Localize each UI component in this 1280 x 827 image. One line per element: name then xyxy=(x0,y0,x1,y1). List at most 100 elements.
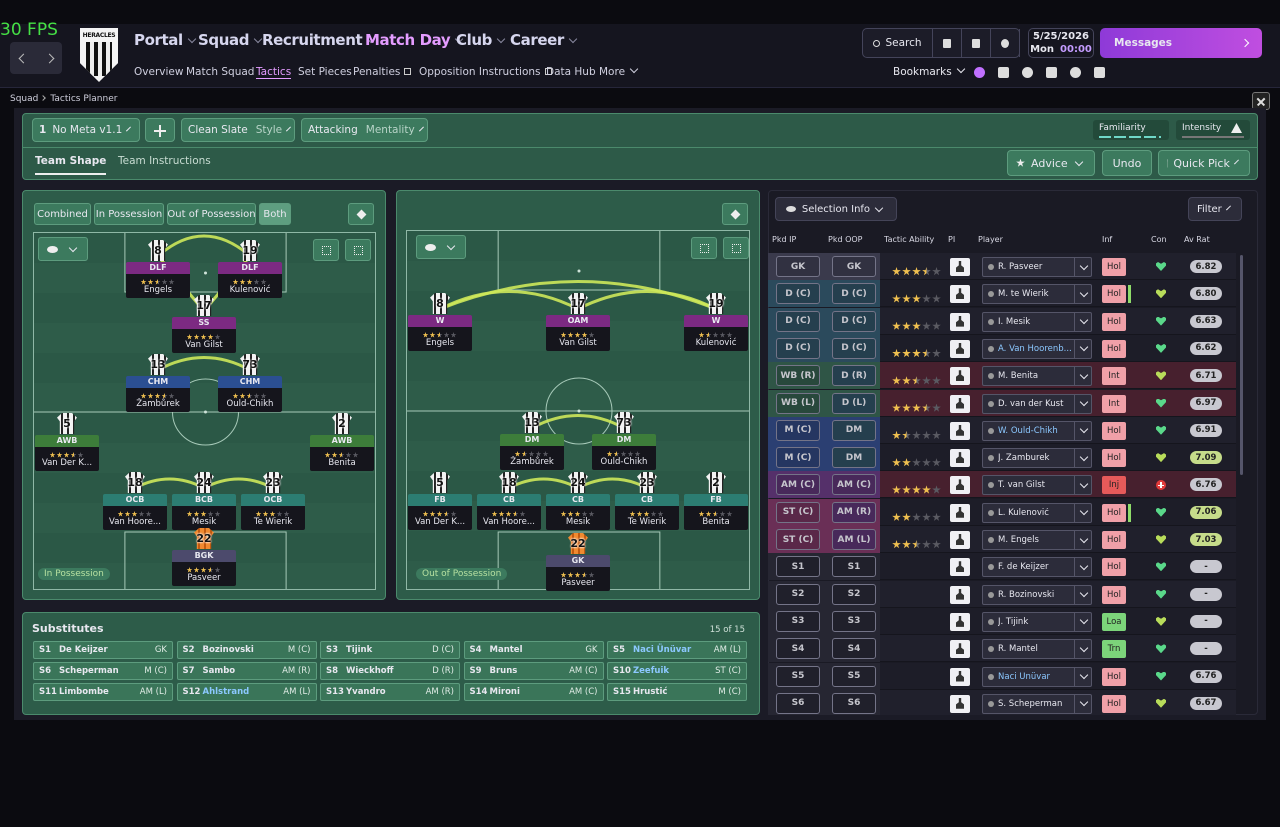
player-dropdown[interactable]: Naci Ünüvar xyxy=(982,666,1092,687)
settings-button[interactable] xyxy=(348,203,374,225)
column-header[interactable]: Inf xyxy=(1102,235,1113,244)
view-toggle[interactable]: Out of Possession xyxy=(167,203,256,225)
search-button[interactable]: Search xyxy=(863,29,933,57)
substitute[interactable]: S3 Tijink D (C) xyxy=(320,641,460,659)
pi-button[interactable] xyxy=(950,258,970,276)
player-dropdown[interactable]: A. Van Hoorenb... xyxy=(982,338,1092,359)
nav-submenu[interactable]: Set Pieces xyxy=(298,66,352,78)
nav-menu[interactable]: Recruitment xyxy=(262,31,378,49)
tab[interactable]: Team Shape xyxy=(35,155,107,175)
pi-button[interactable] xyxy=(950,339,970,358)
position-box[interactable]: WB (L) xyxy=(776,392,820,414)
substitute[interactable]: S7 Sambo AM (R) xyxy=(176,662,317,680)
position-box[interactable]: D (C) xyxy=(776,310,820,332)
pitch-tool-button[interactable] xyxy=(723,237,749,259)
shortcut-icon[interactable] xyxy=(1022,67,1033,78)
forward-button[interactable] xyxy=(44,53,54,63)
visibility-dropdown[interactable] xyxy=(38,237,88,261)
player-role[interactable]: SS xyxy=(172,317,236,329)
nav-submenu[interactable]: More xyxy=(599,64,641,78)
pi-button[interactable] xyxy=(950,367,970,386)
player-dropdown[interactable]: F. de Keijzer xyxy=(982,557,1092,578)
player-dropdown[interactable]: D. van der Kust xyxy=(982,393,1092,414)
player-info[interactable]: Mesik xyxy=(172,506,236,530)
player-role[interactable]: CHM xyxy=(218,376,282,388)
tactic-dropdown[interactable]: 1 No Meta v1.1 xyxy=(32,118,140,142)
player-role[interactable]: OCB xyxy=(103,494,167,506)
selection-dropdown[interactable]: Selection Info xyxy=(775,197,897,221)
player-info[interactable]: Van Gilst xyxy=(546,327,610,351)
substitute[interactable]: S9 Bruns AM (C) xyxy=(463,662,604,680)
date-box[interactable]: 5/25/2026 Mon 00:00 xyxy=(1028,28,1094,58)
substitute[interactable]: S2 Bozinovski M (C) xyxy=(176,641,317,659)
position-box[interactable]: D (C) xyxy=(832,337,876,359)
player-info[interactable]: Te Wierik xyxy=(615,506,679,530)
position-box[interactable]: D (L) xyxy=(832,392,876,414)
substitute[interactable]: S4 Mantel GK xyxy=(463,641,604,659)
bookmarks[interactable]: Bookmarks xyxy=(893,64,968,78)
player-dropdown[interactable]: M. Benita xyxy=(982,366,1092,387)
player-dropdown[interactable]: S. Scheperman xyxy=(982,693,1092,714)
position-box[interactable]: AM (L) xyxy=(832,529,876,550)
player-info[interactable]: Ould-Chikh xyxy=(218,388,282,412)
position-box[interactable]: D (C) xyxy=(776,283,820,305)
position-box[interactable]: DM xyxy=(832,447,876,469)
position-box[interactable]: S3 xyxy=(776,610,820,632)
substitute[interactable]: S11 Limbombe AM (L) xyxy=(33,683,173,701)
player-info[interactable]: Van Der K... xyxy=(35,447,99,471)
view-toggle[interactable]: Combined xyxy=(34,203,91,225)
shortcut-icon[interactable] xyxy=(1046,67,1057,78)
pi-button[interactable] xyxy=(950,531,970,549)
player-info[interactable]: Engels xyxy=(126,274,190,298)
player-role[interactable]: W xyxy=(408,315,472,327)
column-header[interactable]: Pkd OOP xyxy=(828,235,863,244)
shortcut-icon[interactable] xyxy=(998,67,1009,78)
substitute[interactable]: S1 De Keijzer GK xyxy=(33,641,173,659)
breadcrumb-item[interactable]: Squad xyxy=(10,94,39,104)
pi-button[interactable] xyxy=(950,694,970,713)
pi-button[interactable] xyxy=(950,585,970,604)
player-dropdown[interactable]: L. Kulenović xyxy=(982,502,1092,523)
position-box[interactable]: WB (R) xyxy=(776,365,820,387)
player-dropdown[interactable]: J. Žamburek xyxy=(982,448,1092,469)
nav-submenu[interactable]: Match Squad xyxy=(186,66,254,78)
player-dropdown[interactable]: R. Pasveer xyxy=(982,257,1092,277)
substitute[interactable]: S12 Ahlstrand AM (L) xyxy=(176,683,317,701)
position-box[interactable]: S4 xyxy=(776,638,820,660)
position-box[interactable]: S6 xyxy=(776,692,820,714)
undo-button[interactable]: Undo xyxy=(1102,150,1152,176)
nav-menu[interactable]: Career xyxy=(510,31,580,49)
nav-submenu[interactable]: Data Hub xyxy=(546,66,596,78)
nav-menu[interactable]: Portal xyxy=(134,31,199,49)
position-box[interactable]: AM (R) xyxy=(832,501,876,523)
column-header[interactable]: Pkd IP xyxy=(772,235,797,244)
player-info[interactable]: Pasveer xyxy=(546,567,610,591)
position-box[interactable]: S5 xyxy=(832,665,876,687)
player-role[interactable]: AWB xyxy=(310,435,374,447)
position-box[interactable]: GK xyxy=(776,256,820,277)
position-box[interactable]: ST (C) xyxy=(776,501,820,523)
pitch-tool-button[interactable] xyxy=(691,237,717,259)
player-role[interactable]: W xyxy=(684,315,748,327)
player-info[interactable]: Van Der K... xyxy=(408,506,472,530)
nav-submenu[interactable]: Penalties xyxy=(353,66,412,78)
column-header[interactable]: PI xyxy=(948,235,956,244)
pi-button[interactable] xyxy=(950,667,970,686)
player-info[interactable]: Ould-Chikh xyxy=(592,446,656,470)
substitute[interactable]: S10 Zeefuik ST (C) xyxy=(607,662,747,680)
position-box[interactable]: ST (C) xyxy=(776,529,820,550)
player-info[interactable]: Žambůrek xyxy=(500,446,564,470)
player-role[interactable]: CB xyxy=(615,494,679,506)
view-toggle[interactable]: Both xyxy=(259,203,291,225)
column-header[interactable]: Tactic Ability xyxy=(884,235,935,244)
player-info[interactable]: Kulenović xyxy=(684,327,748,351)
pi-button[interactable] xyxy=(950,503,970,522)
player-role[interactable]: CB xyxy=(546,494,610,506)
nav-submenu[interactable]: Overview xyxy=(134,66,183,78)
position-box[interactable]: S6 xyxy=(832,692,876,714)
position-box[interactable]: D (C) xyxy=(776,337,820,359)
player-role[interactable]: DM xyxy=(500,434,564,446)
player-dropdown[interactable]: J. Tijink xyxy=(982,611,1092,632)
shortcut-icon[interactable] xyxy=(1094,67,1105,78)
pi-button[interactable] xyxy=(950,421,970,440)
